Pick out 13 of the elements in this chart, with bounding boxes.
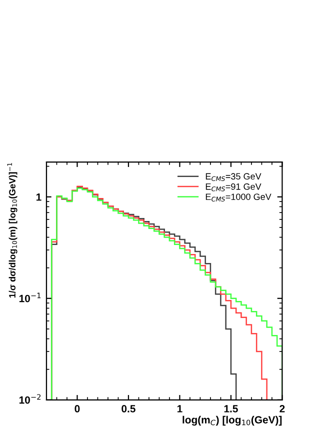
x-tick-label: 1 — [177, 405, 182, 412]
legend-label: E$_{CMS}$=91 GeV — [206, 183, 262, 192]
y-tick-label: 10$^{−2}$ — [19, 394, 41, 404]
legend-label: E$_{CMS}$=1000 GeV — [206, 194, 272, 202]
y-tick-label: 1 — [36, 193, 42, 201]
x-tick-label: 0.5 — [122, 405, 136, 412]
x-axis-title: log(m$_{C}$) [log$_{10}$(GeV)] — [182, 416, 282, 426]
x-tick-label: 0 — [74, 405, 80, 412]
x-tick-label: 2 — [280, 405, 285, 412]
legend-label: E$_{CMS}$=35 GeV — [206, 173, 262, 182]
x-tick-label: 1.5 — [224, 405, 238, 412]
y-axis-title: 1/σ dσ/dlog$_{10}$(m) [log$_{10}$(GeV)]$^{−1}$ — [7, 162, 18, 298]
y-tick-label: 10$^{−1}$ — [19, 292, 41, 302]
